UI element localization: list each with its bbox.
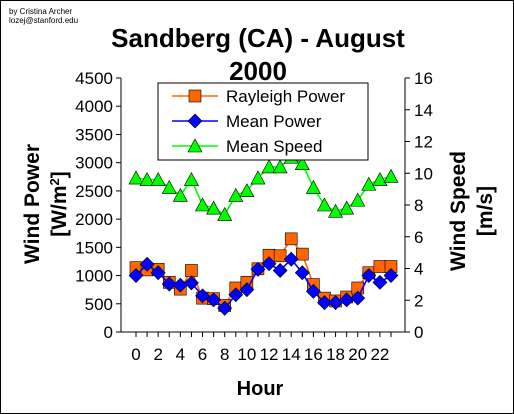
mean-speed-point <box>272 159 288 174</box>
mean-speed-point <box>250 170 266 185</box>
mean-speed-point <box>350 192 366 207</box>
y-left-tick-label: 1500 <box>75 238 113 257</box>
mean-power-point <box>206 292 222 308</box>
y-right-tick-label: 2 <box>414 291 423 310</box>
x-tick-label: 8 <box>220 345 229 364</box>
mean-power-point <box>161 276 177 292</box>
x-tick-label: 10 <box>237 345 256 364</box>
mean-power-point <box>250 261 266 277</box>
y-left-axis-unit: [W/m2] <box>47 171 72 237</box>
rayleigh-power-point <box>185 264 198 277</box>
plot-area: 0500100015002000250030003500400045000246… <box>75 69 433 364</box>
mean-speed-point <box>183 171 199 186</box>
x-tick-label: 0 <box>131 345 140 364</box>
legend: Rayleigh Power Mean Power Mean Speed <box>157 82 369 161</box>
mean-speed-point <box>383 168 399 183</box>
x-tick-label: 2 <box>153 345 162 364</box>
y-left-tick-label: 3500 <box>75 125 113 144</box>
mean-power-point <box>294 265 310 281</box>
legend-mean-speed-label: Mean Speed <box>226 137 322 156</box>
mean-power-point <box>128 268 144 283</box>
legend-mean-power-marker <box>187 113 203 129</box>
mean-speed-point <box>150 171 166 186</box>
rayleigh-power-point <box>273 249 287 263</box>
y-left-tick-label: 500 <box>85 295 113 314</box>
mean-speed-point <box>206 200 222 215</box>
mean-speed-point <box>339 200 355 215</box>
mean-speed-point <box>261 159 277 174</box>
y-right-tick-label: 8 <box>414 196 423 215</box>
mean-power-point <box>239 282 255 298</box>
rayleigh-power-point <box>373 260 387 273</box>
y-right-tick-label: 16 <box>414 69 433 88</box>
x-tick-label: 14 <box>282 345 301 364</box>
x-tick-label: 12 <box>260 345 279 364</box>
mean-power-point <box>383 268 399 283</box>
y-left-tick-label: 2000 <box>75 210 113 229</box>
mean-power-point <box>195 288 210 304</box>
y-right-tick-label: 10 <box>414 164 433 183</box>
mean-speed-point <box>217 206 233 221</box>
y-left-axis-label: Wind Power <box>21 144 44 264</box>
x-tick-label: 6 <box>198 345 207 364</box>
mean-speed-point <box>361 176 377 191</box>
mean-speed-point <box>128 170 144 185</box>
mean-power-point <box>184 275 199 291</box>
legend-rayleigh-power-label: Rayleigh Power <box>226 87 345 106</box>
credit-email: lozej@stanford.edu <box>9 16 78 25</box>
x-tick-label: 20 <box>348 345 367 364</box>
legend-rayleigh-power-marker <box>188 89 202 103</box>
y-right-axis-unit: [m/s] <box>474 186 497 236</box>
x-tick-label: 22 <box>370 345 389 364</box>
mean-speed-point <box>172 187 188 202</box>
mean-speed-point <box>294 156 310 171</box>
mean-power-point <box>372 274 388 290</box>
y-left-tick-label: 1000 <box>75 267 113 286</box>
y-right-tick-label: 4 <box>414 260 423 279</box>
mean-power-point <box>305 283 321 299</box>
mean-power-point <box>361 268 377 283</box>
rayleigh-power-point <box>296 247 309 261</box>
mean-speed-point <box>316 197 332 212</box>
y-right-tick-label: 14 <box>414 101 433 120</box>
y-left-tick-label: 4500 <box>75 69 113 88</box>
y-left-tick-label: 2500 <box>75 182 113 201</box>
mean-speed-point <box>305 179 321 194</box>
y-right-tick-label: 0 <box>414 323 423 342</box>
x-tick-label: 4 <box>176 345 185 364</box>
mean-power-point <box>150 265 166 281</box>
x-tick-label: 16 <box>304 345 323 364</box>
mean-speed-point <box>239 183 255 198</box>
y-right-axis-label: Wind Speed <box>447 151 470 271</box>
x-tick-label: 18 <box>326 345 345 364</box>
mean-power-point <box>261 256 277 272</box>
x-axis-label: Hour <box>237 378 284 400</box>
y-left-tick-label: 4000 <box>75 97 113 116</box>
y-left-tick-label: 0 <box>104 323 113 342</box>
legend-mean-speed-marker <box>187 138 203 153</box>
mean-power-point <box>228 287 244 303</box>
y-left-tick-label: 3000 <box>75 154 113 173</box>
y-right-tick-label: 6 <box>414 228 423 247</box>
mean-speed-point <box>228 187 244 202</box>
mean-power-point <box>217 300 233 316</box>
mean-speed-point <box>328 203 344 218</box>
legend-mean-power-label: Mean Power <box>226 112 322 131</box>
chart-title-line2: 2000 <box>229 56 287 86</box>
y-right-tick-label: 12 <box>414 133 433 152</box>
mean-speed-point <box>139 171 155 186</box>
mean-speed-point <box>161 179 177 194</box>
mean-speed-point <box>372 171 388 186</box>
mean-power-point <box>350 290 366 306</box>
mean-speed-point <box>195 197 211 212</box>
rayleigh-power-point <box>284 232 298 246</box>
mean-power-point <box>317 295 332 311</box>
chart-title-line1: Sandberg (CA) - August <box>111 23 405 53</box>
credit-author: by Cristina Archer <box>9 7 72 16</box>
mean-power-point <box>272 263 288 278</box>
mean-power-point <box>283 251 299 267</box>
mean-power-point <box>139 256 155 272</box>
